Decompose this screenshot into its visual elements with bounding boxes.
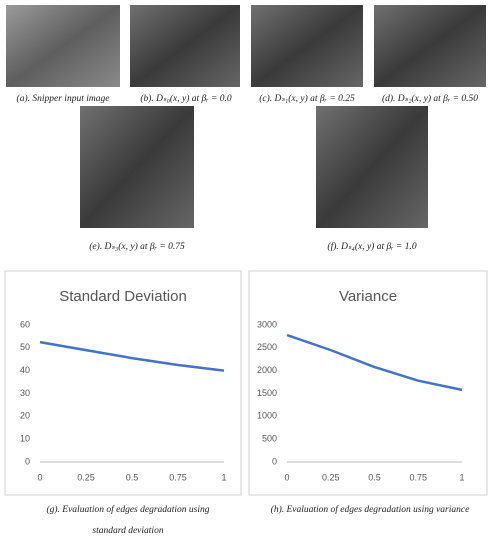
photo	[316, 106, 428, 228]
x-tick-label: 1	[459, 472, 464, 482]
caption: (d). Dₛ₂(x, y) at βᵣ = 0.50	[382, 93, 478, 104]
x-tick-label: 0	[284, 472, 289, 482]
y-tick-label: 40	[20, 365, 30, 375]
caption: (g). Evaluation of edges degradation usi…	[46, 504, 209, 515]
caption: standard deviation	[92, 526, 163, 536]
x-tick-label: 0.5	[126, 472, 139, 482]
caption: (e). Dₛ₃(x, y) at βᵣ = 0.75	[89, 241, 185, 252]
y-tick-label: 50	[20, 342, 30, 352]
x-tick-label: 0	[37, 472, 42, 482]
y-tick-label: 2500	[257, 342, 277, 352]
y-tick-label: 30	[20, 388, 30, 398]
chart-title: Standard Deviation	[59, 288, 187, 305]
caption: (b). Dₛ₀(x, y) at βᵣ = 0.0	[140, 93, 232, 104]
caption: (a). Snipper input image	[17, 93, 110, 104]
y-tick-label: 2000	[257, 365, 277, 375]
caption: (h). Evaluation of edges degradation usi…	[271, 504, 470, 515]
chart-frame	[4, 270, 242, 496]
caption: (f). Dₛ₄(x, y) at βᵣ = 1.0	[327, 241, 416, 252]
y-tick-label: 20	[20, 411, 30, 421]
x-tick-label: 0.75	[169, 472, 187, 482]
y-tick-label: 60	[20, 319, 30, 329]
photo	[130, 5, 240, 87]
y-tick-label: 1000	[257, 411, 277, 421]
x-tick-label: 0.75	[409, 472, 427, 482]
x-tick-label: 1	[221, 472, 226, 482]
chart-title: Variance	[339, 288, 397, 305]
data-line	[286, 333, 463, 392]
y-tick-label: 3000	[257, 319, 277, 329]
x-tick-label: 0.5	[368, 472, 381, 482]
x-tick-label: 0.25	[322, 472, 340, 482]
caption: (c). Dₛ₁(x, y) at βᵣ = 0.25	[259, 93, 355, 104]
photo	[251, 5, 363, 87]
y-tick-label: 10	[20, 434, 30, 444]
chart-frame	[248, 270, 488, 496]
y-tick-label: 0	[272, 456, 277, 466]
y-tick-label: 500	[262, 434, 277, 444]
x-tick-label: 0.25	[77, 472, 95, 482]
photo	[80, 106, 194, 228]
y-tick-label: 1500	[257, 388, 277, 398]
photo	[374, 5, 486, 87]
data-line	[39, 340, 225, 372]
photo	[6, 5, 120, 87]
y-tick-label: 0	[25, 456, 30, 466]
